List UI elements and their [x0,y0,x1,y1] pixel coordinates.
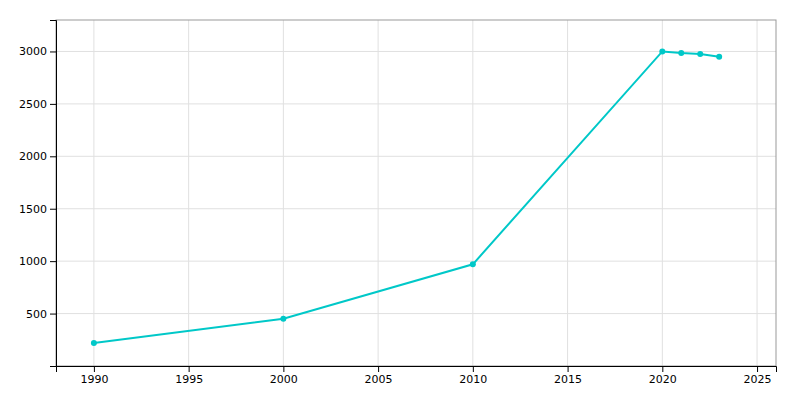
grid-line-y [56,208,776,209]
tick-mark [473,366,474,372]
data-point [659,48,665,54]
tick: 2010 [459,366,487,386]
tick-mark [50,104,56,105]
tick-label: 1990 [80,373,108,386]
tick-label: 2020 [649,373,677,386]
axis-line [57,367,777,373]
tick-label: 1995 [175,373,203,386]
data-point [470,261,476,267]
tick-label: 3000 [19,45,47,58]
grid-line-x [662,20,663,366]
tick-label: 2015 [554,373,582,386]
x-axis: 1990 1995 2000 2005 2010 2015 2020 2025 [57,366,777,386]
tick: 2020 [649,366,677,386]
tick-mark [50,261,56,262]
tick: 3000 [19,45,56,58]
tick-mark [283,366,284,372]
grid-line-x [567,20,568,366]
data-point [697,51,703,57]
plot-area: 1990 1995 2000 2005 2010 2015 2020 2025 500 1000 1… [19,20,777,386]
tick-mark [568,366,569,372]
data-line [94,51,719,342]
tick-label: 2000 [19,150,47,163]
tick: 1000 [19,255,56,268]
tick-mark [662,366,663,372]
tick-label: 2005 [365,373,393,386]
grid-line-x [757,20,758,366]
tick: 1990 [80,366,108,386]
tick: 2500 [19,98,56,111]
grid [56,20,776,366]
y-axis: 500 1000 1500 2000 2500 3000 [19,21,57,367]
marks [91,48,722,345]
tick: 1995 [175,366,203,386]
tick: 1500 [19,203,56,216]
tick: 2015 [554,366,582,386]
tick-mark [757,366,758,372]
tick-mark [50,156,56,157]
tick-mark [189,366,190,372]
tick: 2025 [744,366,772,386]
tick: 2000 [19,150,56,163]
chart-container: 1990 1995 2000 2005 2010 2015 2020 2025 500 1000 1… [0,0,800,400]
tick-mark [378,366,379,372]
tick-mark [50,314,56,315]
grid-line-x [378,20,379,366]
grid-line-x [283,20,284,366]
tick: 2000 [270,366,298,386]
tick-label: 2000 [270,373,298,386]
tick-mark [50,209,56,210]
tick-label: 1000 [19,255,47,268]
grid-line-y [56,156,776,157]
tick-label: 500 [26,308,47,321]
data-point [716,54,722,60]
grid-line-x [188,20,189,366]
data-point [91,340,97,346]
tick-label: 2010 [459,373,487,386]
axis-line [50,21,57,367]
tick-mark [50,51,56,52]
grid-line-y [56,261,776,262]
data-point [280,316,286,322]
chart-svg: 1990 1995 2000 2005 2010 2015 2020 2025 500 1000 1… [0,0,800,400]
grid-line-x [472,20,473,366]
grid-line-x [93,20,94,366]
grid-line-y [56,313,776,314]
tick-label: 2025 [744,373,772,386]
tick: 2005 [365,366,393,386]
grid-line-y [56,103,776,104]
tick: 500 [26,308,56,321]
tick-label: 1500 [19,203,47,216]
tick-label: 2500 [19,98,47,111]
tick-mark [94,366,95,372]
data-point [678,50,684,56]
plot-frame [56,20,776,366]
